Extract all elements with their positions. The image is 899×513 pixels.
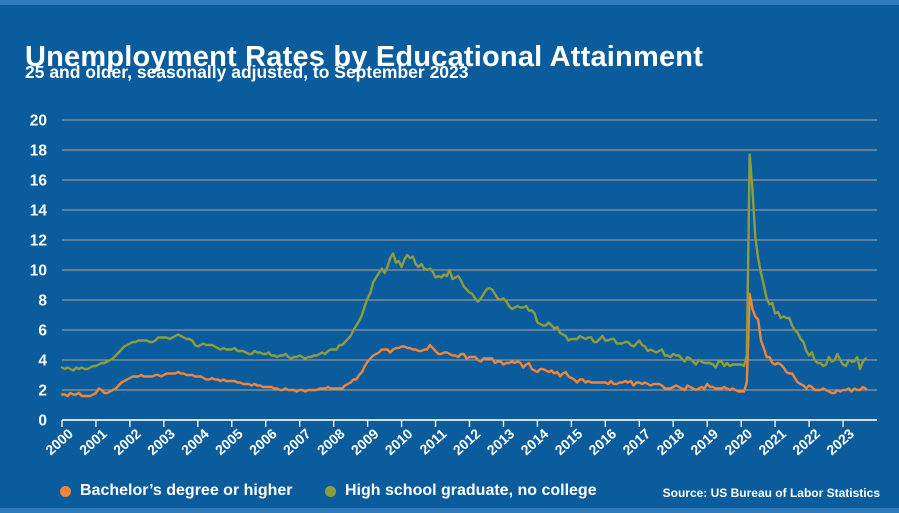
y-axis-tick-label: 16 xyxy=(30,173,48,190)
x-axis-tick-label: 2002 xyxy=(110,425,144,458)
x-axis-tick-label: 2023 xyxy=(823,425,857,458)
y-axis-tick-label: 0 xyxy=(38,413,47,430)
x-axis-tick-label: 2003 xyxy=(144,425,178,458)
high-school-series-dot-icon xyxy=(325,485,336,497)
legend-item-bachelors: Bachelor’s degree or higher xyxy=(60,482,293,500)
source-text: Source: US Bureau of Labor Statistics xyxy=(662,486,880,500)
x-axis-tick-label: 2018 xyxy=(653,425,687,458)
x-axis-tick-label: 2006 xyxy=(246,425,280,458)
y-axis-tick-label: 20 xyxy=(30,113,47,130)
x-axis-tick-label: 2022 xyxy=(789,425,823,458)
x-axis-tick-label: 2015 xyxy=(552,425,586,458)
y-axis-tick-label: 8 xyxy=(38,293,47,310)
y-axis-tick-label: 10 xyxy=(30,263,47,280)
y-axis-tick-label: 6 xyxy=(38,323,47,340)
x-axis-tick-label: 2000 xyxy=(42,425,76,458)
y-axis-tick-label: 12 xyxy=(30,233,47,250)
y-axis-tick-label: 18 xyxy=(30,143,48,160)
x-axis-tick-label: 2009 xyxy=(348,425,382,458)
bachelors-series-dot-icon xyxy=(60,485,71,497)
x-axis-tick-label: 2020 xyxy=(721,425,755,458)
legend-label-high-school: High school graduate, no college xyxy=(345,482,597,499)
y-axis-tick-label: 4 xyxy=(38,353,47,370)
y-axis-tick-label: 2 xyxy=(38,383,47,400)
x-axis-tick-label: 2014 xyxy=(518,425,552,458)
x-axis-tick-label: 2016 xyxy=(585,425,619,458)
bottom-accent-bar xyxy=(0,508,899,513)
x-axis-tick-label: 2012 xyxy=(450,425,484,458)
x-axis-tick-label: 2008 xyxy=(314,425,348,458)
top-accent-bar xyxy=(0,0,899,5)
legend-label-bachelors: Bachelor’s degree or higher xyxy=(80,482,293,499)
x-axis-tick-label: 2017 xyxy=(619,425,653,458)
x-axis-tick-label: 2011 xyxy=(416,425,449,457)
bachelors-series-line xyxy=(60,292,867,398)
x-axis-tick-label: 2010 xyxy=(382,425,416,458)
chart-subtitle: 25 and older, seasonally adjusted, to Se… xyxy=(25,62,469,82)
x-axis-tick-label: 2001 xyxy=(76,425,110,458)
x-axis-tick-label: 2004 xyxy=(178,425,212,458)
legend: Bachelor’s degree or higher High school … xyxy=(0,482,899,508)
y-axis-tick-label: 14 xyxy=(30,203,48,220)
x-axis-tick-label: 2007 xyxy=(280,425,314,458)
legend-item-high-school: High school graduate, no college xyxy=(325,482,597,500)
x-axis-tick-label: 2019 xyxy=(687,425,721,458)
x-axis-tick-label: 2013 xyxy=(484,425,518,458)
chart-title: Unemployment Rates by Educational Attain… xyxy=(25,41,704,74)
high-school-series-line xyxy=(60,153,867,372)
x-axis-tick-label: 2005 xyxy=(212,425,246,458)
x-axis-tick-label: 2021 xyxy=(755,425,789,458)
